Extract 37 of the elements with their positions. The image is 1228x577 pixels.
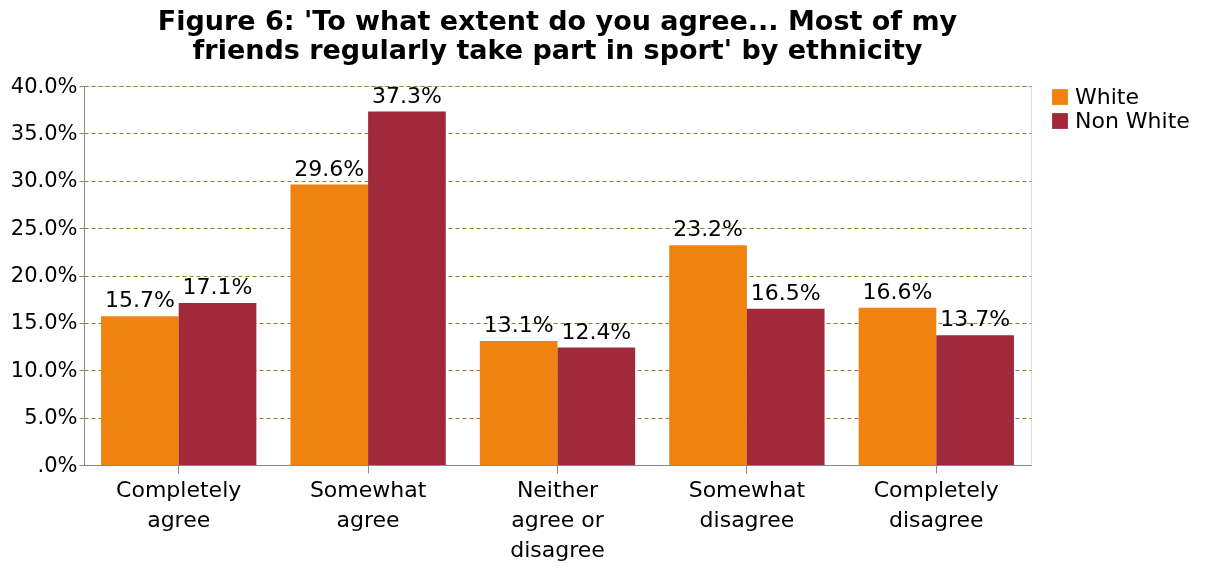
data-label: 12.4%: [561, 318, 632, 344]
bar: [178, 302, 257, 465]
bar: [290, 184, 369, 465]
y-tick-label: 15.0%: [10, 310, 78, 335]
x-tick-label: Somewhat agree: [309, 476, 427, 532]
data-label: 23.2%: [673, 216, 744, 242]
y-tick-label: 30.0%: [10, 168, 78, 193]
y-tick-label: 20.0%: [10, 263, 78, 287]
bar: [936, 335, 1014, 465]
chart-title: Figure 6: 'To what extent do you agree... Most of my friends regularly take part in sport' by ethnicity: [157, 5, 958, 65]
bar: [746, 308, 825, 465]
y-tick-label: 35.0%: [10, 120, 78, 145]
y-tick-label: 5.0%: [24, 405, 78, 430]
y-tick-label: .0%: [37, 452, 78, 477]
legend-label: White: [1075, 84, 1139, 109]
bar: [557, 347, 636, 465]
legend-label: Non White: [1075, 108, 1190, 133]
data-label: 17.1%: [182, 273, 253, 299]
bar: [669, 245, 747, 465]
data-label: 29.6%: [294, 155, 365, 181]
x-tick-label: Somewhat disagree: [688, 476, 806, 532]
data-label: 13.7%: [940, 306, 1011, 332]
data-label: 16.6%: [862, 278, 933, 304]
bar: [479, 340, 558, 465]
bar: [858, 307, 937, 465]
data-label: 16.5%: [750, 279, 821, 305]
bar: [101, 316, 179, 465]
data-label: 13.1%: [483, 311, 554, 337]
x-tick-label: Completely disagree: [873, 476, 999, 532]
y-tick-label: 10.0%: [10, 357, 78, 382]
y-tick-label: 25.0%: [10, 215, 78, 240]
x-tick-label: Neither agree or disagree: [510, 476, 605, 562]
bar: [368, 111, 446, 465]
data-label: 37.3%: [371, 82, 442, 108]
x-tick-label: Completely agree: [116, 476, 242, 532]
data-label: 15.7%: [104, 287, 175, 313]
y-tick-label: 40.0%: [10, 73, 78, 98]
